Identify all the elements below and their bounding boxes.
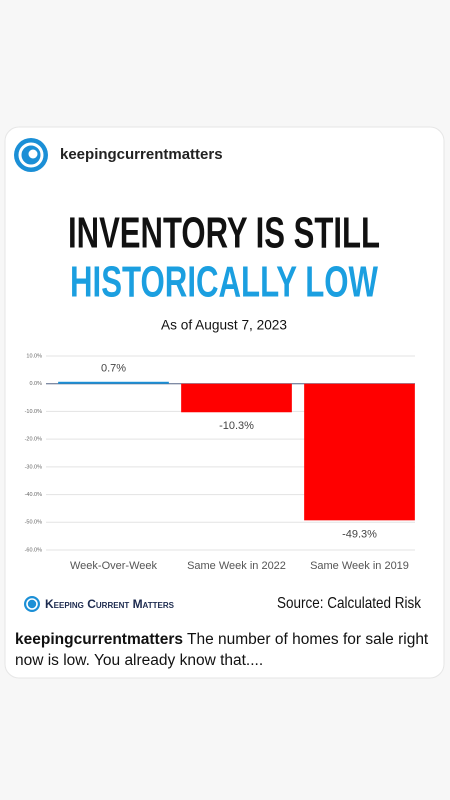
y-tick-label: -40.0%: [25, 492, 43, 498]
subtitle: As of August 7, 2023: [161, 317, 287, 333]
y-tick-label: -60.0%: [25, 547, 43, 553]
brand: Keeping Current Matters: [45, 597, 175, 611]
x-tick-label: Same Week in 2022: [187, 560, 286, 572]
caption-text: The number of homes for sale right now i…: [15, 631, 429, 669]
y-tick-label: 0.0%: [29, 381, 42, 387]
value-label: -10.3%: [219, 420, 254, 432]
bar: [58, 381, 169, 384]
value-label: 0.7%: [101, 363, 126, 375]
caption-account[interactable]: keepingcurrentmatters: [15, 631, 183, 648]
source: Source: Calculated Risk: [277, 595, 422, 612]
title-line: INVENTORY IS STILL: [68, 209, 380, 258]
caption: keepingcurrentmatters The number of home…: [15, 629, 435, 671]
x-tick-label: Week-Over-Week: [70, 560, 158, 572]
value-label: -49.3%: [342, 528, 377, 540]
y-tick-label: 10.0%: [26, 353, 42, 359]
account-name[interactable]: keepingcurrentmatters: [60, 146, 223, 163]
y-tick-label: -20.0%: [25, 437, 43, 443]
y-tick-label: -30.0%: [25, 464, 43, 470]
y-tick-label: -50.0%: [25, 520, 43, 526]
title-line: HISTORICALLY LOW: [70, 258, 378, 307]
bar: [304, 383, 415, 521]
chart: 10.0% 0.0% -10.0% -20.0% -30.0% -40.0% -50.0% -…: [25, 353, 415, 572]
brand-logo: [24, 596, 40, 612]
avatar[interactable]: [14, 138, 48, 172]
bar: [181, 383, 292, 413]
x-tick-label: Same Week in 2019: [310, 560, 409, 572]
y-tick-label: -10.0%: [25, 409, 43, 415]
